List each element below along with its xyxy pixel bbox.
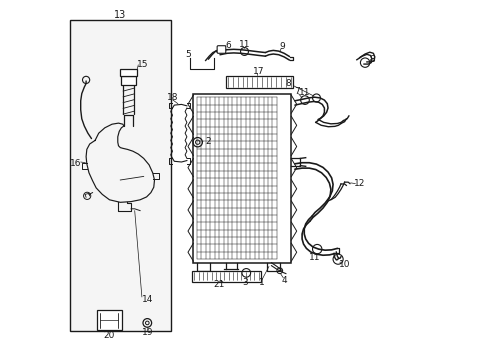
Bar: [121, 76, 136, 85]
Text: 3: 3: [242, 278, 248, 287]
Text: 14: 14: [142, 295, 153, 304]
Text: 4: 4: [282, 276, 287, 285]
Text: 9: 9: [279, 41, 285, 50]
Text: 11: 11: [238, 40, 250, 49]
Text: 11: 11: [299, 88, 310, 97]
Text: 15: 15: [137, 60, 148, 69]
Bar: [120, 69, 137, 76]
Text: 11: 11: [308, 253, 320, 262]
Text: 12: 12: [353, 179, 365, 188]
Text: 8: 8: [368, 55, 374, 63]
Text: 19: 19: [142, 328, 153, 337]
Text: 16: 16: [70, 159, 81, 168]
Text: 10: 10: [338, 261, 349, 269]
Text: 18: 18: [166, 94, 178, 102]
Text: 2: 2: [204, 136, 210, 145]
Text: 1: 1: [258, 278, 264, 287]
Text: 13: 13: [114, 10, 126, 20]
FancyBboxPatch shape: [97, 310, 122, 330]
Bar: [70, 20, 170, 331]
Text: 20: 20: [103, 331, 115, 340]
Bar: [225, 76, 292, 88]
Bar: [192, 271, 260, 282]
Text: 21: 21: [213, 280, 224, 289]
Text: 17: 17: [253, 68, 264, 77]
Bar: [193, 94, 291, 263]
Text: 5: 5: [185, 50, 190, 59]
Text: 8: 8: [285, 79, 291, 88]
Text: 7: 7: [293, 87, 299, 96]
Text: 6: 6: [225, 40, 231, 49]
FancyBboxPatch shape: [217, 46, 225, 53]
